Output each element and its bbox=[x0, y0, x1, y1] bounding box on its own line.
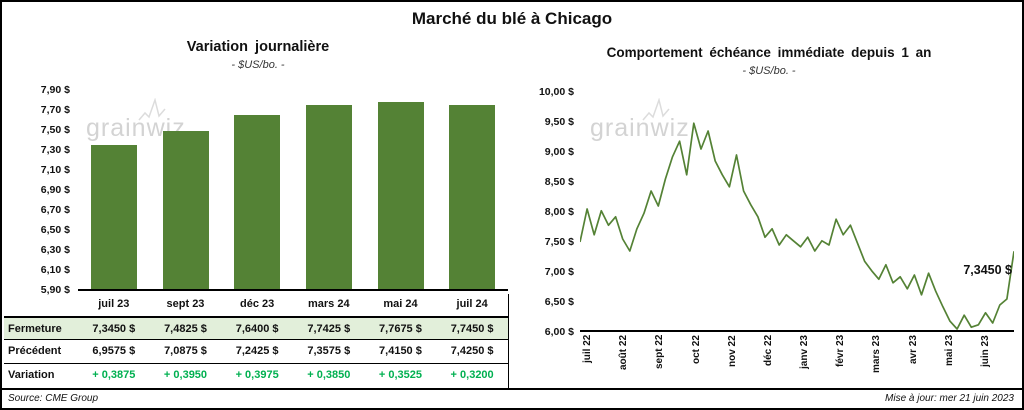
bar-y-tick-label: 6,10 $ bbox=[40, 264, 70, 276]
table-cell: 7,2425 $ bbox=[221, 340, 293, 364]
table-cell: 6,9575 $ bbox=[78, 340, 150, 364]
row-label-précédent: Précédent bbox=[4, 340, 78, 364]
table-corner-cell bbox=[4, 294, 78, 316]
bar-y-tick-label: 5,90 $ bbox=[40, 284, 70, 296]
price-table: juil 23 sept 23 déc 23 mars 24 mai 24 juil 24… bbox=[4, 294, 509, 388]
table-cell: + 0,3525 bbox=[378, 369, 423, 381]
line-y-tick-label: 8,00 $ bbox=[544, 206, 574, 218]
table-cell: 7,7675 $ bbox=[364, 316, 437, 340]
bar-y-tick-label: 7,10 $ bbox=[40, 164, 70, 176]
line-chart-title: Comportement échéance immédiate depuis 1… bbox=[606, 45, 932, 60]
category-label: sept 23 bbox=[166, 298, 205, 310]
line-x-tick-label: mars 23 bbox=[871, 335, 883, 373]
line-y-tick-label: 10,00 $ bbox=[538, 86, 574, 98]
line-x-tick-label: oct 22 bbox=[690, 335, 702, 364]
bar-mars-24 bbox=[305, 104, 352, 289]
table-cell: + 0,3850 bbox=[307, 369, 351, 381]
bar-chart-plot bbox=[78, 90, 508, 291]
table-cell: 7,7425 $ bbox=[292, 316, 365, 340]
watermark-spike-icon bbox=[642, 98, 670, 121]
bar-sept-23 bbox=[162, 130, 209, 289]
watermark-text: grainwiz bbox=[590, 114, 690, 142]
bar-y-tick-label: 7,70 $ bbox=[40, 104, 70, 116]
table-cell: + 0,3975 bbox=[235, 369, 279, 381]
line-x-tick-label: avr 23 bbox=[907, 335, 919, 364]
bar-mai-24 bbox=[377, 102, 424, 289]
table-cell: 7,7450 $ bbox=[436, 316, 508, 340]
bar-juil-24 bbox=[449, 104, 496, 289]
source-note: Source: CME Group bbox=[8, 393, 99, 404]
category-label: déc 23 bbox=[240, 298, 275, 310]
line-x-tick-label: sept 22 bbox=[654, 335, 666, 370]
watermark-spike-icon bbox=[138, 98, 166, 121]
last-price-annotation: 7,3450 $ bbox=[963, 263, 1012, 277]
category-label: mars 24 bbox=[308, 298, 350, 310]
line-y-tick-label: 6,00 $ bbox=[544, 326, 574, 338]
bar-juil-23 bbox=[90, 144, 137, 289]
bar-chart-y-axis: 7,90 $ 7,70 $ 7,50 $ 7,30 $ 7,10 $ 6,90 $ 6,70… bbox=[10, 84, 70, 296]
line-x-tick-label: juin 23 bbox=[979, 335, 991, 367]
table-cell: 7,3575 $ bbox=[292, 340, 365, 364]
line-chart-subtitle: - $US/bo. - bbox=[742, 65, 796, 77]
table-cell: + 0,3950 bbox=[163, 369, 208, 381]
table-cell: + 0,3200 bbox=[450, 369, 494, 381]
table-cell: 7,4250 $ bbox=[436, 340, 508, 364]
bar-chart-subtitle: - $US/bo. - bbox=[231, 59, 285, 71]
row-label-variation: Variation bbox=[8, 369, 55, 381]
bar-y-tick-label: 7,30 $ bbox=[40, 144, 70, 156]
bar-déc-23 bbox=[234, 115, 281, 289]
table-cell: 7,3450 $ bbox=[78, 316, 150, 340]
line-x-tick-label: nov 22 bbox=[726, 335, 738, 367]
line-chart-y-axis: 10,00 $ 9,50 $ 9,00 $ 8,50 $ 8,00 $ 7,50 $ 7,0… bbox=[516, 86, 574, 338]
line-x-tick-label: janv 23 bbox=[799, 335, 810, 369]
bar-y-tick-label: 6,50 $ bbox=[40, 224, 70, 236]
bar-y-tick-label: 6,90 $ bbox=[40, 184, 70, 196]
category-label: juil 24 bbox=[456, 298, 488, 310]
line-chart-plot bbox=[580, 92, 1014, 332]
footer-divider bbox=[2, 388, 1022, 390]
bar-y-tick-label: 7,50 $ bbox=[40, 124, 70, 136]
page-title: Marché du blé à Chicago bbox=[411, 9, 613, 28]
watermark: grainwiz bbox=[590, 98, 690, 143]
price-line bbox=[580, 122, 1014, 330]
table-cell: 7,6400 $ bbox=[221, 316, 293, 340]
update-note: Mise à jour: mer 21 juin 2023 bbox=[885, 393, 1014, 404]
line-y-tick-label: 9,50 $ bbox=[544, 116, 574, 128]
line-x-tick-label: mai 23 bbox=[943, 335, 955, 367]
category-label: juil 23 bbox=[98, 298, 130, 310]
line-y-tick-label: 7,00 $ bbox=[544, 266, 574, 278]
bar-y-tick-label: 6,70 $ bbox=[40, 204, 70, 216]
line-y-tick-label: 9,00 $ bbox=[544, 146, 574, 158]
category-label: mai 24 bbox=[383, 298, 418, 310]
table-cell: + 0,3875 bbox=[92, 369, 136, 381]
row-label-fermeture: Fermeture bbox=[4, 316, 78, 340]
line-y-tick-label: 6,50 $ bbox=[544, 296, 574, 308]
table-cell: 7,0875 $ bbox=[149, 340, 222, 364]
line-x-tick-label: juil 22 bbox=[582, 335, 593, 364]
price-line-path bbox=[580, 122, 1014, 330]
bar-y-tick-label: 6,30 $ bbox=[40, 244, 70, 256]
line-chart-x-axis: juil 22 août 22 sept 22 oct 22 nov 22 déc 22 j… bbox=[580, 335, 1014, 389]
table-cell: 7,4825 $ bbox=[149, 316, 222, 340]
table-cell: 7,4150 $ bbox=[364, 340, 437, 364]
line-x-tick-label: déc 22 bbox=[762, 335, 774, 367]
line-x-tick-label: août 22 bbox=[618, 335, 630, 371]
line-x-tick-label: févr 23 bbox=[835, 335, 847, 368]
line-y-tick-label: 7,50 $ bbox=[544, 236, 574, 248]
line-y-tick-label: 8,50 $ bbox=[544, 176, 574, 188]
bar-chart-title: Variation journalière bbox=[186, 39, 330, 55]
bar-y-tick-label: 7,90 $ bbox=[40, 84, 70, 96]
